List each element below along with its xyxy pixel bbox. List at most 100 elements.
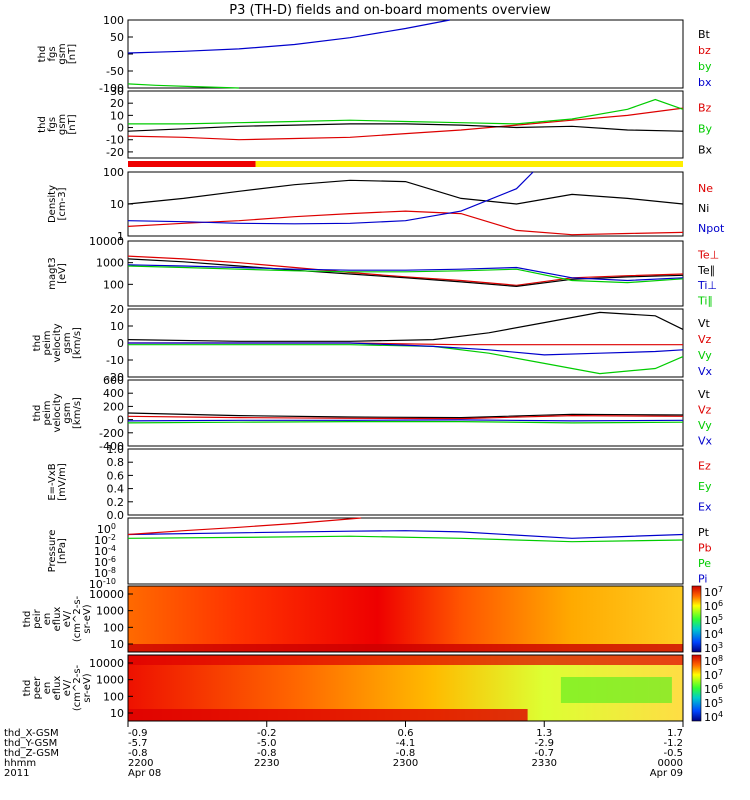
- legend-entry: Te∥: [697, 264, 715, 277]
- y-axis-label: en: [42, 682, 53, 695]
- x-axis-row-label: 2011: [4, 768, 29, 779]
- series-line-Bz: [127, 107, 684, 141]
- y-tick-label: 600: [103, 374, 124, 387]
- legend-entry: Ey: [698, 480, 712, 493]
- y-tick-label: -20: [106, 371, 124, 384]
- spectrogram-green-region: [560, 677, 672, 703]
- colorbar-tick-label: 105: [704, 613, 723, 627]
- y-tick-label: 100: [103, 166, 124, 179]
- y-axis-label: magt3: [47, 257, 58, 290]
- spectrogram-fill: [128, 586, 683, 652]
- colorbar-tick-label: 106: [704, 599, 723, 613]
- y-tick-label: 100: [103, 621, 124, 634]
- y-axis-label: velocity: [52, 393, 63, 432]
- y-tick-label: -200: [99, 427, 124, 440]
- y-tick-label: 10000: [89, 657, 124, 670]
- legend-entry: Ti⊥: [697, 279, 717, 292]
- series-line-by: [127, 83, 240, 89]
- spectrogram-high-energy-band: [128, 655, 683, 665]
- x-axis-value: 2230: [254, 758, 279, 769]
- y-axis-label: peir: [32, 608, 43, 628]
- y-tick-label: 10: [110, 638, 124, 651]
- y-tick-label: 10: [110, 198, 124, 211]
- colorbar-tick-label: 104: [704, 710, 723, 724]
- y-axis-label: E=-VxB: [47, 463, 58, 500]
- series-line-Npot: [127, 171, 534, 225]
- y-axis-label: Density: [47, 185, 58, 223]
- y-tick-label: 0: [117, 414, 124, 427]
- series-line-Ni: [127, 179, 684, 205]
- y-axis-label: [km/s]: [72, 327, 83, 359]
- y-axis-label: sr-eV): [82, 604, 93, 633]
- series-line-Ti⊥: [127, 264, 684, 282]
- series-line-Vz: [127, 414, 684, 420]
- series-line-Bx: [127, 123, 684, 132]
- y-tick-label: 30: [110, 85, 124, 98]
- legend-entry: Ne: [698, 182, 713, 195]
- legend-entry: Te⊥: [697, 249, 719, 262]
- colorbar-tick-label: 105: [704, 696, 723, 710]
- y-axis-label: thd: [22, 680, 33, 697]
- legend-entry: Bt: [698, 28, 711, 41]
- y-tick-label: -10: [106, 354, 124, 367]
- x-axis-value: -0.2: [257, 728, 277, 739]
- legend-entry: Ni: [698, 202, 709, 215]
- x-axis-value: -0.5: [663, 748, 683, 759]
- y-axis-label: [nT]: [67, 114, 78, 134]
- y-axis-label: [nT]: [67, 44, 78, 64]
- y-axis-label: eflux: [52, 676, 63, 701]
- legend-entry: Vz: [698, 333, 712, 346]
- colorbar-scale: [691, 585, 702, 653]
- legend-entry: Vz: [698, 403, 712, 416]
- state-bar-red: [128, 161, 256, 167]
- spectrogram-low-energy-band: [128, 709, 528, 721]
- y-axis-label: eV/: [62, 679, 73, 696]
- y-tick-label: 10000: [89, 588, 124, 601]
- x-axis-value: -0.8: [128, 748, 148, 759]
- y-tick-label: 100: [103, 690, 124, 703]
- colorbar-tick-label: 108: [704, 654, 723, 668]
- y-tick-label: -20: [106, 146, 124, 159]
- y-axis-label: en: [42, 613, 53, 626]
- colorbar-tick-label: 107: [704, 668, 723, 682]
- legend-entry: Pe: [698, 557, 711, 570]
- y-axis-label: peim: [42, 400, 53, 425]
- y-axis-label: gsm: [57, 43, 68, 64]
- legend-entry: Vy: [698, 349, 712, 362]
- series-line-By: [128, 98, 684, 125]
- legend-entry: Vt: [698, 388, 711, 401]
- y-tick-label: 10000: [89, 235, 124, 248]
- x-axis-value: 0000: [658, 758, 683, 769]
- y-tick-label: -100: [99, 82, 124, 95]
- x-axis-value: 0.6: [398, 728, 414, 739]
- x-axis-value: -0.8: [257, 748, 277, 759]
- y-axis-label: [cm-3]: [57, 187, 68, 220]
- panel-frame: [127, 240, 684, 307]
- panel-frame: [127, 379, 684, 447]
- panel-frame: [127, 585, 684, 653]
- x-axis-value: 1.3: [536, 728, 552, 739]
- y-tick-label: 10: [110, 109, 124, 122]
- y-tick-label: -400: [99, 440, 124, 453]
- x-axis-value: -1.2: [663, 738, 683, 749]
- legend-entry: Ex: [698, 501, 712, 514]
- legend-entry: Bx: [698, 144, 713, 157]
- y-tick-label: 0.8: [107, 456, 125, 469]
- y-axis-label: thd: [22, 611, 33, 628]
- x-axis-row-label: thd_Z-GSM: [4, 748, 59, 759]
- y-tick-label: 10: [110, 320, 124, 333]
- y-axis-label: thd: [37, 116, 48, 133]
- series-line-Te∥: [127, 258, 684, 288]
- colorbar-tick-label: 106: [704, 682, 723, 696]
- y-axis-label: peer: [32, 676, 43, 700]
- y-tick-label: 100: [103, 14, 124, 27]
- y-tick-label: 0: [117, 122, 124, 135]
- y-axis-label: [nPa]: [57, 538, 68, 564]
- series-line-Vx: [128, 342, 684, 356]
- y-axis-label: gsm: [57, 114, 68, 135]
